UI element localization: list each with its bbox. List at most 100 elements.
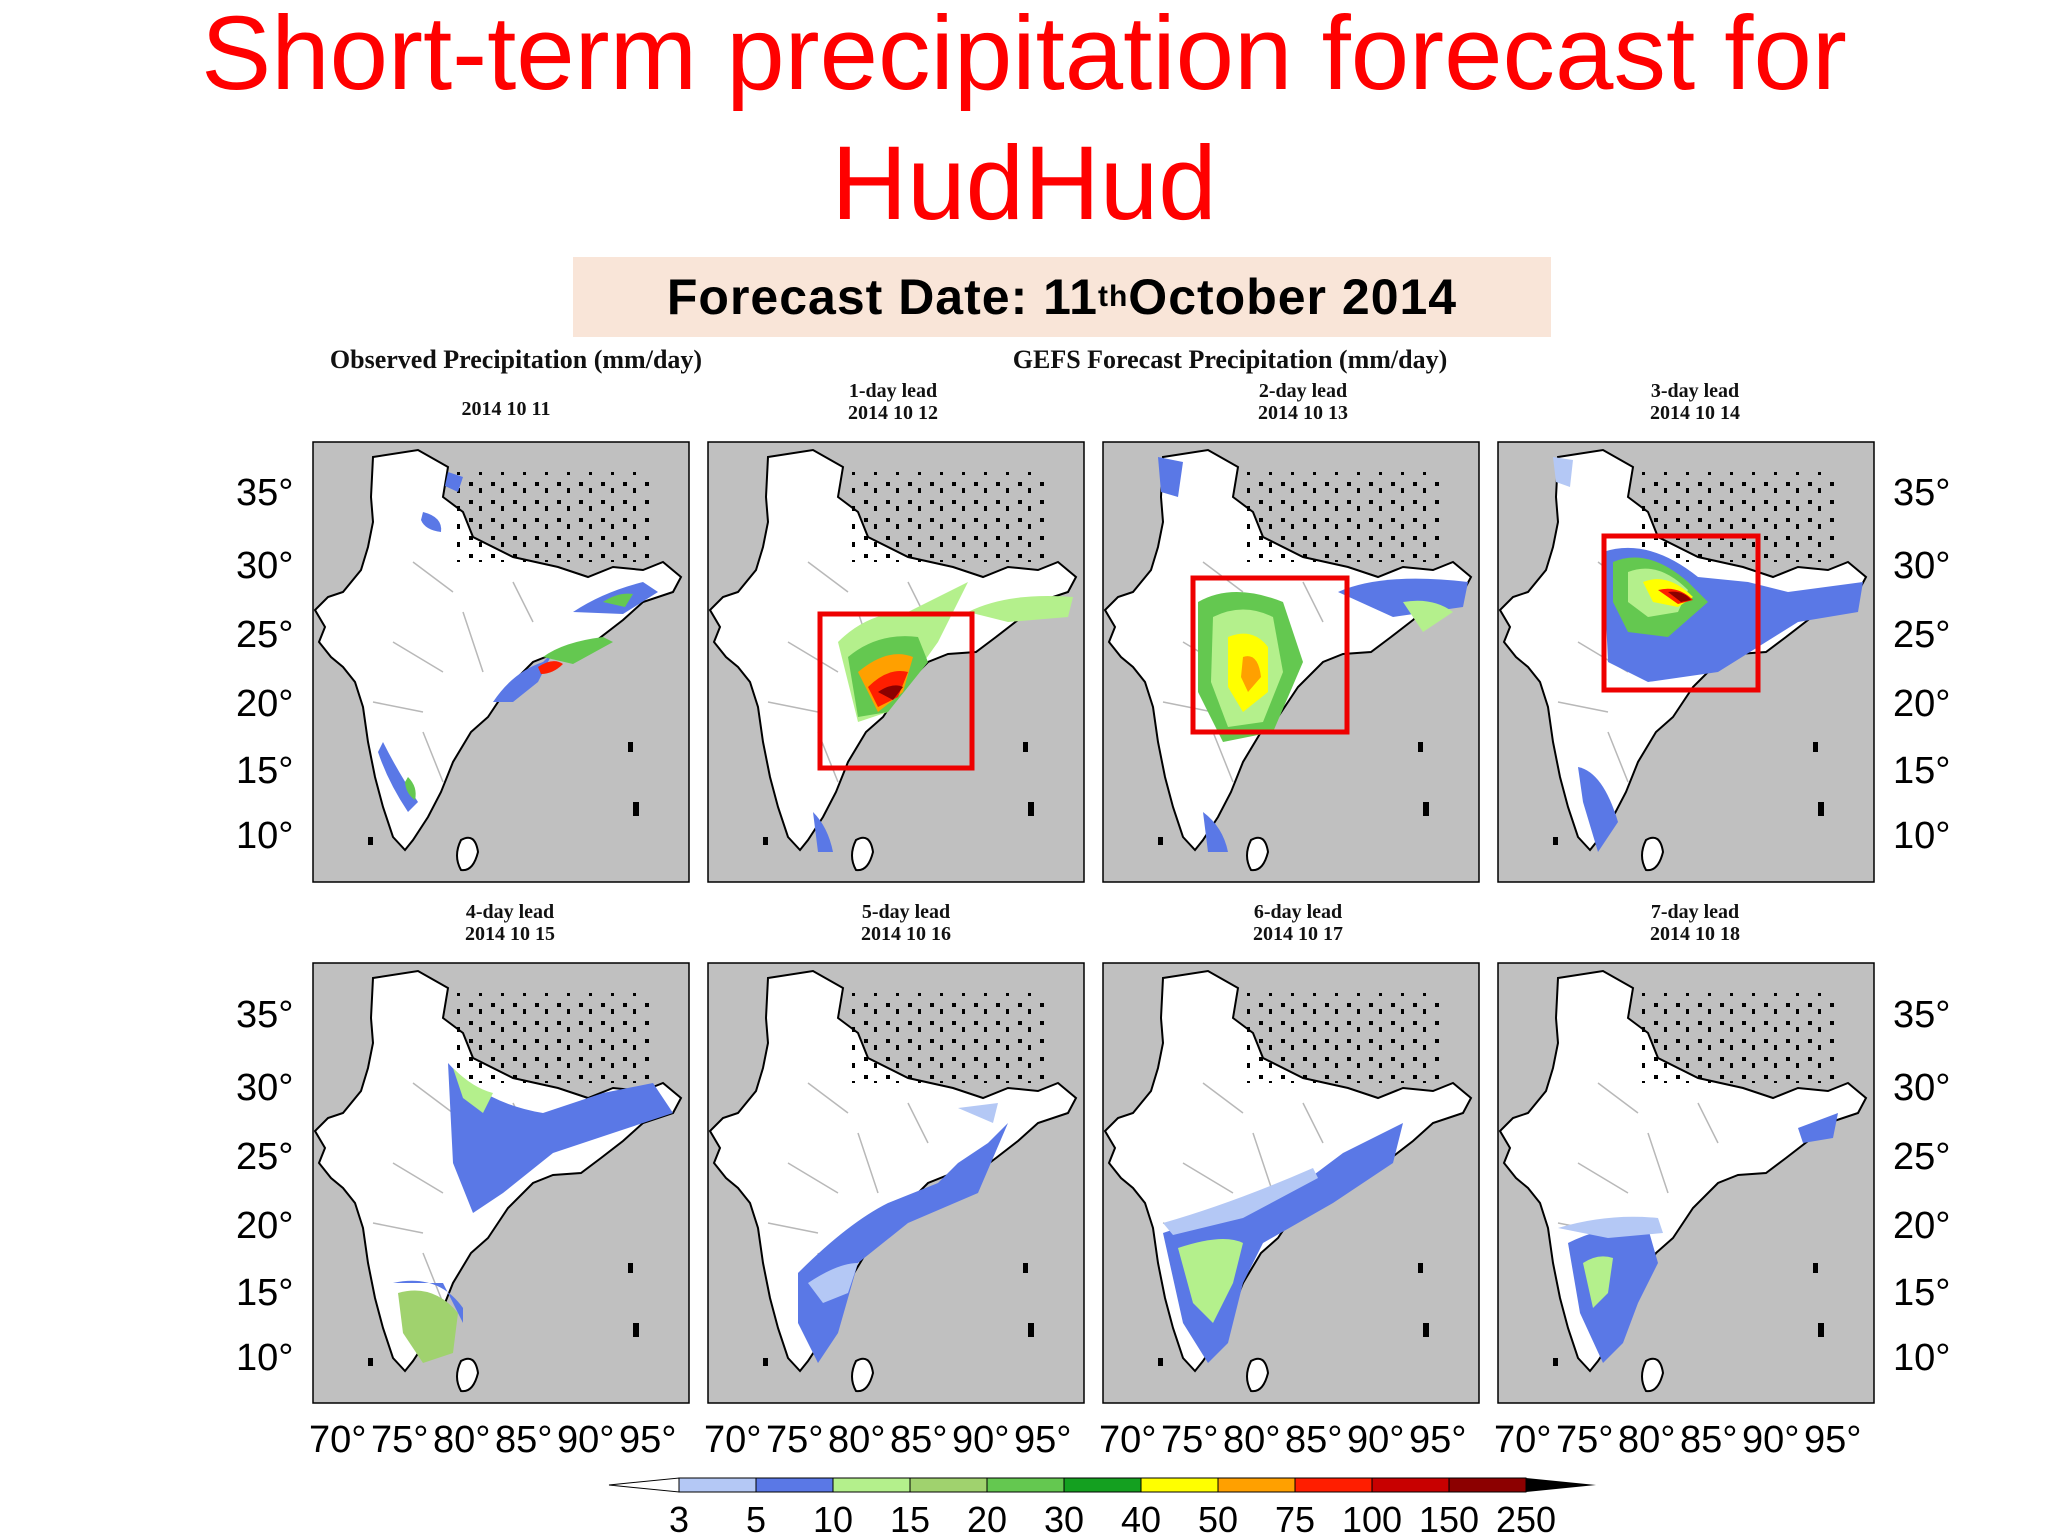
colorbar-swatch-8: [1217, 1477, 1296, 1493]
panel-7-date: 2014 10 17: [1253, 923, 1343, 945]
panel-4-lead: 3-day lead: [1650, 380, 1740, 402]
panel-5-lead: 4-day lead: [465, 901, 555, 923]
colorbar-swatch-1: [678, 1477, 757, 1493]
panel-8-lead: 7-day lead: [1650, 901, 1740, 923]
panel-6-lead: 5-day lead: [861, 901, 951, 923]
lon-label-col3-85: 85°: [1285, 1419, 1342, 1461]
colorbar-swatch-3: [832, 1477, 911, 1493]
lat-label-right-row2-20: 20°: [1893, 1205, 1950, 1247]
lat-label-right-row1-20: 20°: [1893, 683, 1950, 725]
panel-3-lead: 2-day lead: [1258, 380, 1348, 402]
lon-label-col1-95: 95°: [619, 1419, 676, 1461]
lon-label-col4-90: 90°: [1742, 1419, 1799, 1461]
lat-label-right-row1-35: 35°: [1893, 472, 1950, 514]
colorbar-swatch-10: [1371, 1477, 1450, 1493]
lat-label-left-row2-15: 15°: [236, 1272, 293, 1314]
colorbar-label-10: 10: [813, 1499, 853, 1536]
panel-4-date: 2014 10 14: [1650, 402, 1740, 424]
map-panel-2-day-lead: [1103, 442, 1479, 882]
lat-label-right-row1-15: 15°: [1893, 750, 1950, 792]
lat-label-left-row1-20: 20°: [236, 683, 293, 725]
colorbar-label-150: 150: [1419, 1499, 1479, 1536]
lat-label-right-row1-30: 30°: [1893, 545, 1950, 587]
colorbar-label-30: 30: [1044, 1499, 1084, 1536]
lat-label-left-row2-30: 30°: [236, 1067, 293, 1109]
forecast-date-suffix: October 2014: [1128, 269, 1458, 325]
lon-label-col4-70: 70°: [1494, 1419, 1551, 1461]
panel-8-date: 2014 10 18: [1650, 923, 1740, 945]
page-title-line-2: HudHud: [831, 125, 1217, 242]
lon-label-col1-70: 70°: [309, 1419, 366, 1461]
lon-label-col1-85: 85°: [495, 1419, 552, 1461]
map-panel-7-day-lead: [1498, 963, 1874, 1403]
lat-label-left-row2-10: 10°: [236, 1337, 293, 1379]
lat-label-right-row2-10: 10°: [1893, 1337, 1950, 1379]
lat-label-left-row2-20: 20°: [236, 1205, 293, 1247]
lat-label-left-row1-10: 10°: [236, 815, 293, 857]
colorbar-label-250: 250: [1496, 1499, 1556, 1536]
panel-2-date: 2014 10 12: [848, 402, 938, 424]
panel-3-date: 2014 10 13: [1258, 402, 1348, 424]
lon-label-col3-90: 90°: [1347, 1419, 1404, 1461]
lat-label-right-row2-35: 35°: [1893, 994, 1950, 1036]
map-panel-6-day-lead: [1103, 963, 1479, 1403]
colorbar-labels: 3 5 10 15 20 30 40 50 75 100 150 250: [669, 1499, 1556, 1536]
gefs-header: GEFS Forecast Precipitation (mm/day): [1012, 345, 1448, 374]
colorbar-swatch-7: [1140, 1477, 1219, 1493]
lat-label-left-row2-25: 25°: [236, 1136, 293, 1178]
observed-header: Observed Precipitation (mm/day): [329, 345, 703, 374]
colorbar-label-40: 40: [1121, 1499, 1161, 1536]
lon-label-col1-75: 75°: [371, 1419, 428, 1461]
panel-6-date: 2014 10 16: [861, 923, 951, 945]
colorbar-label-5: 5: [746, 1499, 766, 1536]
lon-label-col1-90: 90°: [557, 1419, 614, 1461]
lon-label-col4-95: 95°: [1804, 1419, 1861, 1461]
lon-label-col1-80: 80°: [433, 1419, 490, 1461]
colorbar-label-3: 3: [669, 1499, 689, 1536]
lon-label-col3-75: 75°: [1161, 1419, 1218, 1461]
lon-label-col3-95: 95°: [1409, 1419, 1466, 1461]
panel-7-lead: 6-day lead: [1253, 901, 1343, 923]
colorbar-label-75: 75: [1275, 1499, 1315, 1536]
colorbar-arrow-low: [608, 1477, 680, 1493]
panel-2-lead: 1-day lead: [848, 380, 938, 402]
precipitation-colorbar: [608, 1477, 1596, 1493]
forecast-date-prefix: Forecast Date: 11: [666, 269, 1098, 325]
map-panel-4-day-lead: [313, 963, 689, 1403]
colorbar-arrow-high: [1526, 1478, 1596, 1492]
lon-label-col4-85: 85°: [1680, 1419, 1737, 1461]
longitude-labels: 70° 75° 80° 85° 90° 95° 70° 75° 80° 85° …: [309, 1419, 1861, 1461]
lat-label-left-row1-35: 35°: [236, 472, 293, 514]
colorbar-swatch-11: [1448, 1477, 1527, 1493]
lon-label-col4-80: 80°: [1618, 1419, 1675, 1461]
colorbar-label-100: 100: [1342, 1499, 1402, 1536]
lat-label-right-row2-30: 30°: [1893, 1067, 1950, 1109]
map-panel-3-day-lead: [1498, 442, 1874, 882]
panel-5-date: 2014 10 15: [465, 923, 555, 945]
colorbar-swatch-2: [755, 1477, 834, 1493]
lon-label-col4-75: 75°: [1556, 1419, 1613, 1461]
colorbar-swatch-5: [986, 1477, 1065, 1493]
latitude-labels-left: 35° 30° 25° 20° 15° 10° 35° 30° 25° 20° …: [236, 472, 293, 1379]
colorbar-label-50: 50: [1198, 1499, 1238, 1536]
lat-label-right-row2-15: 15°: [1893, 1272, 1950, 1314]
colorbar-swatch-9: [1294, 1477, 1373, 1493]
map-panel-5-day-lead: [708, 963, 1084, 1403]
map-panel-1-day-lead: [708, 442, 1084, 882]
panel-1-date: 2014 10 11: [461, 398, 551, 420]
lon-label-col3-70: 70°: [1099, 1419, 1156, 1461]
latitude-labels-right: 35° 30° 25° 20° 15° 10° 35° 30° 25° 20° …: [1893, 472, 1950, 1379]
map-panel-observed: [313, 442, 689, 882]
lat-label-right-row1-10: 10°: [1893, 815, 1950, 857]
lat-label-right-row2-25: 25°: [1893, 1136, 1950, 1178]
lon-label-col2-85: 85°: [890, 1419, 947, 1461]
lat-label-right-row1-25: 25°: [1893, 614, 1950, 656]
lon-label-col2-75: 75°: [766, 1419, 823, 1461]
page-title-line-1: Short-term precipitation forecast for: [201, 0, 1847, 112]
colorbar-label-15: 15: [890, 1499, 930, 1536]
lon-label-col2-95: 95°: [1014, 1419, 1071, 1461]
lat-label-left-row1-15: 15°: [236, 750, 293, 792]
colorbar-label-20: 20: [967, 1499, 1007, 1536]
colorbar-swatch-6: [1063, 1477, 1142, 1493]
